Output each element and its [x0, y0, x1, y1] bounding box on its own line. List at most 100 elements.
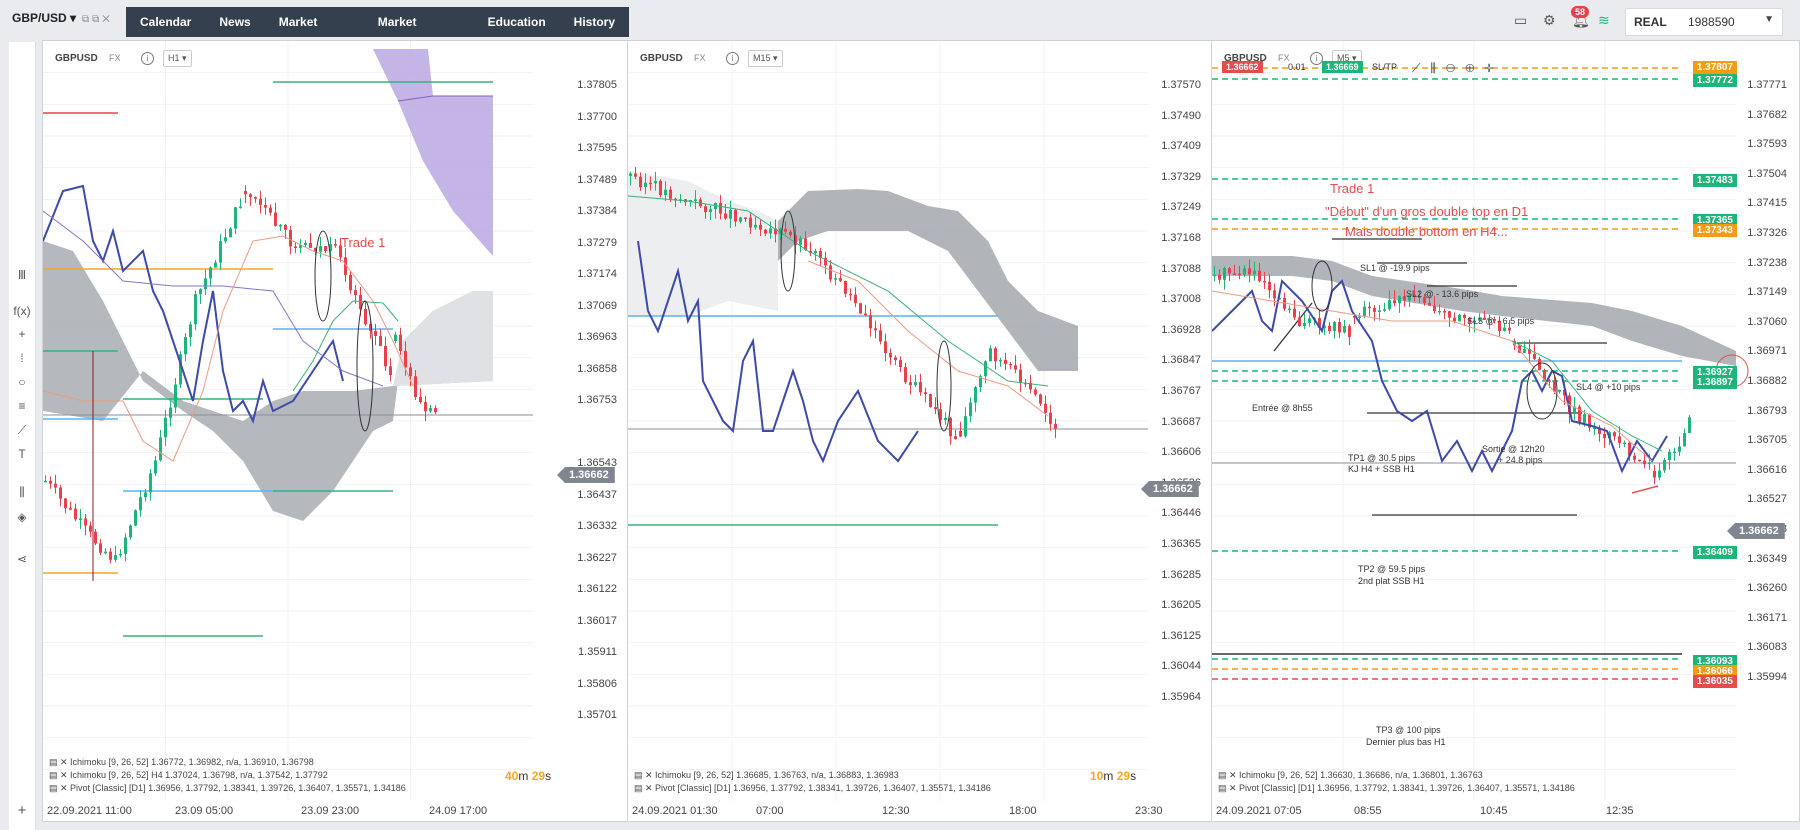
marker-ellipse	[356, 300, 374, 432]
candle	[1678, 446, 1681, 452]
fx-icon[interactable]: f(x)	[13, 304, 31, 318]
bars-icon[interactable]: Ⅲ	[17, 268, 27, 282]
candle	[719, 202, 722, 214]
candle	[1478, 317, 1481, 321]
candle	[329, 244, 332, 251]
account-number: 1988590	[1688, 15, 1735, 29]
candle	[844, 280, 847, 294]
chart-canvas[interactable]	[628, 41, 1211, 821]
indicator-icon[interactable]: ⫼	[19, 485, 25, 499]
symbol-selector[interactable]: GBP/USD ▾	[12, 11, 77, 25]
candle	[1443, 310, 1446, 313]
candle	[374, 330, 377, 337]
nav-history[interactable]: History	[573, 15, 615, 29]
candle	[94, 531, 97, 544]
sltp-button[interactable]: SL/TP	[1372, 62, 1398, 72]
kijun-line	[1212, 290, 1653, 462]
price-tick: 1.37008	[1161, 293, 1201, 306]
account-selector[interactable]: REAL 1988590 ▼	[1625, 8, 1783, 36]
kumo-cloud-light	[628, 171, 778, 316]
price-tick: 1.36971	[1747, 345, 1787, 358]
share-icon[interactable]: ⋖	[16, 552, 28, 566]
sell-button[interactable]: 1.36662	[1222, 61, 1263, 73]
nav-education[interactable]: Education	[487, 15, 546, 29]
candle	[709, 209, 712, 213]
window-controls[interactable]: ⧉⧉✕	[82, 14, 113, 25]
candle	[769, 228, 772, 234]
candle	[1333, 322, 1336, 332]
timeframe-selector[interactable]: M15 ▾	[748, 50, 783, 67]
candle	[1398, 296, 1401, 304]
layers-icon[interactable]: ◈	[17, 510, 27, 524]
candle	[1408, 294, 1411, 301]
candle	[284, 224, 287, 230]
candle	[1503, 327, 1506, 332]
chikou-line	[637, 240, 919, 464]
timeframe-selector[interactable]: H1 ▾	[163, 50, 192, 67]
circle-icon[interactable]: ○	[18, 375, 26, 389]
candle	[814, 251, 817, 254]
indicator-legend-1: ▤ ✕ Pivot [Classic] [D1] 1.36956, 1.3779…	[634, 783, 991, 793]
candle	[774, 228, 777, 235]
candle	[1463, 314, 1466, 318]
chart-tools[interactable]: ⟋⫼⊖⊕✛	[1412, 61, 1504, 75]
nav-market-watch[interactable]: Market Watch	[278, 15, 318, 59]
price-tick: 1.37279	[577, 236, 617, 249]
add-icon[interactable]: +	[17, 802, 27, 819]
candle	[1638, 459, 1641, 462]
crosshair-icon[interactable]: +	[18, 327, 26, 341]
info-icon[interactable]: i	[141, 52, 154, 65]
chart-panel-m5[interactable]: GBPUSD FX i M5 ▾ 1.36662 0.01 1.36669 SL…	[1211, 40, 1800, 822]
chart-canvas[interactable]	[1212, 41, 1799, 821]
candle	[424, 402, 427, 412]
price-tick: 1.37415	[1747, 197, 1787, 210]
candle	[1054, 423, 1057, 429]
nav-market-analysis[interactable]: Market analysis	[377, 15, 425, 59]
candle	[1658, 470, 1661, 478]
price-tick: 1.37682	[1747, 108, 1787, 121]
vertical-line-icon[interactable]: ⁞	[20, 351, 24, 365]
panel-symbol: GBPUSD	[55, 53, 98, 64]
candle	[849, 293, 852, 296]
nav-news[interactable]: News	[219, 15, 251, 29]
trend-icon[interactable]: ⟋	[17, 423, 27, 437]
candle	[1238, 273, 1241, 276]
candle	[399, 334, 402, 351]
double-top-note: "Début" d'un gros double top en D1	[1325, 204, 1529, 219]
panel-market-type: FX	[694, 53, 706, 63]
buy-button[interactable]: 1.36669	[1322, 61, 1363, 73]
price-tick: 1.36122	[577, 583, 617, 595]
candle	[79, 518, 82, 520]
text-icon[interactable]: T	[18, 447, 26, 461]
candle	[1268, 281, 1271, 291]
quantity-field[interactable]: 0.01	[1288, 62, 1306, 72]
nav-calendar[interactable]: Calendar	[140, 15, 192, 29]
exit-pips-note: + 24.8 pips	[1498, 455, 1543, 465]
signal-icon[interactable]: ⚙	[1543, 12, 1556, 28]
price-tick: 1.36083	[1747, 641, 1787, 654]
candle	[969, 402, 972, 417]
candle	[1418, 296, 1421, 298]
candle	[999, 359, 1002, 362]
info-icon[interactable]: i	[726, 52, 739, 65]
candle	[729, 209, 732, 219]
info-icon[interactable]: i	[1310, 52, 1323, 65]
candle	[279, 224, 282, 227]
price-tick: 1.37771	[1747, 79, 1787, 91]
price-tick: 1.37384	[577, 205, 617, 217]
layout-icon[interactable]: ▭	[1514, 12, 1528, 28]
chart-canvas[interactable]	[43, 41, 627, 821]
price-tick: 1.37238	[1747, 256, 1787, 269]
marker-ellipse	[780, 210, 796, 292]
candle	[209, 267, 212, 279]
candle	[1019, 369, 1022, 383]
candle	[1263, 280, 1266, 283]
fib-icon[interactable]: ≡	[18, 399, 26, 413]
candle	[74, 508, 77, 520]
chart-panel-h1[interactable]: GBPUSD FX i H1 ▾ Trade 1 1.37805 1.37700 1…	[42, 40, 628, 822]
level-price-tag: 1.36927	[1692, 366, 1737, 379]
candle	[1228, 268, 1231, 274]
chart-panel-m15[interactable]: GBPUSD FX i M15 ▾ 1.37570 1.37490 1.37409 1…	[627, 40, 1212, 822]
candle	[1413, 294, 1416, 297]
level-price-tag: 1.37365	[1692, 214, 1737, 227]
